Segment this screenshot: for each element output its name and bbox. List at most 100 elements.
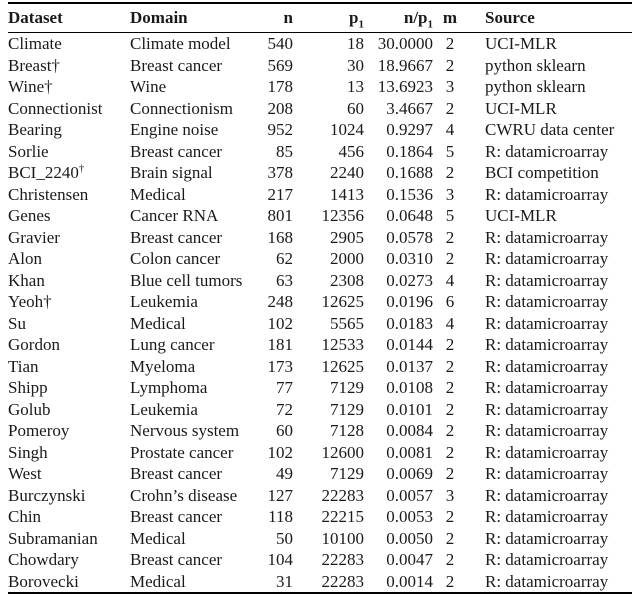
table-row: BCI_2240† Brain signal 378 2240 0.1688 2 BCI c… <box>8 162 632 184</box>
domain-cell: Climate model <box>130 34 231 53</box>
domain-cell: Breast cancer <box>130 55 223 75</box>
domain-cell: Breast cancer <box>130 507 223 526</box>
table-row: Shipp Lymphoma 77 7129 0.0108 2 R: datamicroar… <box>8 377 632 399</box>
n-over-p1-cell: 0.0310 <box>386 249 433 268</box>
n-cell: 801 <box>267 206 294 225</box>
n-over-p1-cell: 0.0069 <box>386 464 433 483</box>
m-cell: 2 <box>445 550 455 569</box>
dataset-cell: Genes <box>8 206 51 225</box>
domain-cell: Nervous system <box>130 421 240 440</box>
n-over-p1-cell: 3.4667 <box>386 98 433 118</box>
dataset-cell: Tian <box>8 356 39 376</box>
n-over-p1-cell: 0.0108 <box>386 378 433 397</box>
domain-cell: Breast cancer <box>130 550 223 569</box>
domain-cell: Colon cancer <box>130 249 221 268</box>
n-cell: 127 <box>267 485 294 505</box>
n-over-p1-cell: 0.0101 <box>386 399 433 419</box>
dataset-cell: Breast† <box>8 55 60 75</box>
m-cell: 2 <box>445 163 455 182</box>
domain-cell: Medical <box>130 184 186 204</box>
table-row: Burczynski Crohn’s disease 127 22283 0.0057 3… <box>8 485 632 507</box>
table-row: West Breast cancer 49 7129 0.0069 2 R: datamic… <box>8 463 632 485</box>
p1-cell: 1413 <box>330 184 364 204</box>
p1-cell: 2905 <box>330 227 364 247</box>
table-row: Yeoh† Leukemia 248 12625 0.0196 6 R: datamicro… <box>8 291 632 313</box>
p1-cell: 13 <box>347 77 364 96</box>
dataset-cell: Alon <box>8 249 42 268</box>
n-cell: 49 <box>276 464 293 483</box>
table-row: Gordon Lung cancer 181 12533 0.0144 2 R: datam… <box>8 334 632 356</box>
m-cell: 4 <box>445 120 455 139</box>
n-cell: 378 <box>267 163 294 182</box>
dataset-cell: Su <box>8 313 26 333</box>
source-cell: R: datamicroarray <box>485 335 609 354</box>
dataset-cell: Pomeroy <box>8 421 70 440</box>
source-cell: CWRU data center <box>485 120 615 139</box>
n-cell: 168 <box>267 227 294 247</box>
n-over-p1-cell: 18.9667 <box>377 55 433 75</box>
dagger-mark: † <box>78 162 85 175</box>
domain-cell: Breast cancer <box>130 227 223 247</box>
m-cell: 5 <box>445 206 455 225</box>
n-over-p1-cell: 0.1864 <box>386 141 433 161</box>
n-cell: 181 <box>267 335 294 354</box>
n-over-p1-cell: 0.0144 <box>386 335 433 354</box>
dataset-cell: BCI_2240† <box>8 162 85 182</box>
source-cell: UCI-MLR <box>485 98 557 118</box>
n-over-p1-cell: 0.0084 <box>386 421 433 440</box>
table-row: Christensen Medical 217 1413 0.1536 3 R: datam… <box>8 184 632 206</box>
dataset-cell: Chin <box>8 507 42 526</box>
source-cell: python sklearn <box>485 55 586 75</box>
m-cell: 2 <box>445 464 455 483</box>
domain-cell: Connectionism <box>130 98 233 118</box>
p1-cell: 60 <box>347 98 364 118</box>
table-row: Wine† Wine 178 13 13.6923 3 python sklearn <box>8 76 632 98</box>
source-cell: R: datamicroarray <box>485 442 609 462</box>
source-cell: R: datamicroarray <box>485 528 609 548</box>
domain-cell: Crohn’s disease <box>130 485 238 505</box>
source-cell: R: datamicroarray <box>485 184 609 204</box>
domain-cell: Medical <box>130 528 186 548</box>
n-over-p1-cell: 0.0014 <box>386 571 433 591</box>
table-row: Su Medical 102 5565 0.0183 4 R: datamicroarray <box>8 313 632 335</box>
source-cell: R: datamicroarray <box>485 399 609 419</box>
datasets-table: Dataset Domain n p1 n/p1 m Source Climat… <box>8 2 632 594</box>
col-header-source: Source <box>467 3 632 33</box>
n-over-p1-cell: 0.9297 <box>386 120 433 139</box>
p1-cell: 12625 <box>321 292 365 311</box>
dataset-cell: West <box>8 464 42 483</box>
m-cell: 3 <box>445 77 455 96</box>
domain-cell: Breast cancer <box>130 464 223 483</box>
domain-cell: Brain signal <box>130 163 213 182</box>
n-over-p1-cell: 0.1688 <box>386 163 433 182</box>
dataset-cell: Yeoh† <box>8 292 52 311</box>
domain-cell: Blue cell tumors <box>130 270 243 290</box>
n-over-p1-cell: 0.0578 <box>386 227 433 247</box>
n-over-p1-cell: 0.0050 <box>386 528 433 548</box>
m-cell: 2 <box>445 55 455 75</box>
p1-cell: 5565 <box>330 313 364 333</box>
p1-cell: 2000 <box>330 249 364 268</box>
p1-cell: 12356 <box>321 206 365 225</box>
domain-cell: Wine <box>130 77 167 96</box>
table-row: Gravier Breast cancer 168 2905 0.0578 2 R: dat… <box>8 227 632 249</box>
m-cell: 4 <box>445 270 455 290</box>
n-cell: 540 <box>267 34 294 53</box>
n-cell: 102 <box>267 313 294 333</box>
table-row: Bearing Engine noise 952 1024 0.9297 4 CWRU da… <box>8 119 632 141</box>
p1-subscript: 1 <box>358 18 365 31</box>
dataset-cell: Christensen <box>8 184 89 204</box>
dataset-cell: Singh <box>8 442 48 462</box>
n-over-p1-cell: 0.0273 <box>386 270 433 290</box>
n-over-p1-cell: 0.1536 <box>386 184 433 204</box>
source-cell: R: datamicroarray <box>485 571 609 591</box>
dataset-cell: Sorlie <box>8 141 49 161</box>
p1-cell: 7129 <box>330 464 364 483</box>
table-row: Tian Myeloma 173 12625 0.0137 2 R: datamicroar… <box>8 356 632 378</box>
p1-cell: 22283 <box>321 485 365 505</box>
table-row: Sorlie Breast cancer 85 456 0.1864 5 R: datami… <box>8 141 632 163</box>
n-cell: 31 <box>276 571 293 591</box>
p1-label: p <box>349 8 359 27</box>
table-row: Borovecki Medical 31 22283 0.0014 2 R: datamic… <box>8 571 632 594</box>
n-cell: 104 <box>267 550 294 569</box>
